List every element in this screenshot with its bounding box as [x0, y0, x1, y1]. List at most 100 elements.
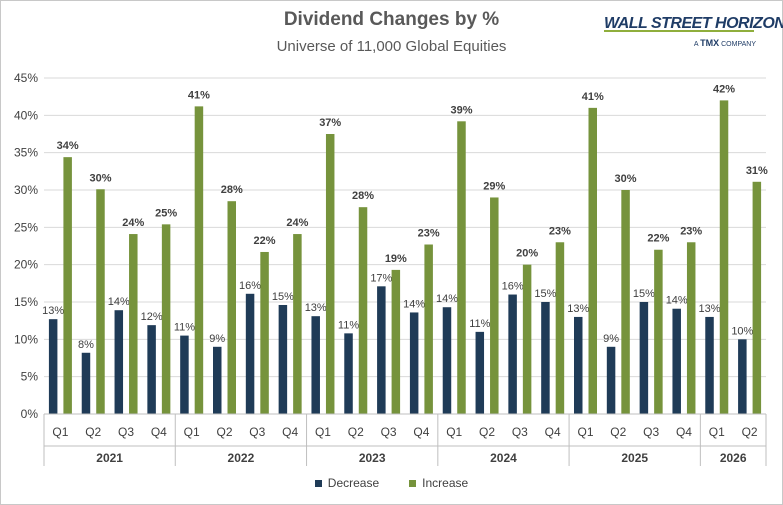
bar-increase: [129, 234, 138, 414]
data-label-decrease: 9%: [603, 333, 619, 345]
data-label-increase: 20%: [516, 248, 538, 260]
bar-increase: [490, 197, 499, 414]
data-label-increase: 39%: [450, 104, 472, 116]
bar-chart: 0% 5% 10% 15% 20% 25% 30% 35% 40% 45% 13% 34% Q1 8% 30…: [14, 71, 768, 466]
bar-increase: [96, 189, 105, 414]
x-tick-label: Q1: [446, 425, 462, 439]
bar-decrease: [508, 294, 517, 414]
data-label-decrease: 8%: [78, 339, 94, 351]
bar-decrease: [114, 310, 124, 414]
data-label-decrease: 17%: [370, 272, 392, 284]
bar-decrease: [344, 333, 353, 414]
bar-decrease: [147, 325, 156, 414]
logo-tagline-brand: TMX: [700, 38, 720, 48]
data-label-decrease: 13%: [699, 303, 721, 315]
x-tick-label: Q2: [85, 425, 101, 439]
data-label-increase: 23%: [418, 228, 440, 240]
bar-increase: [260, 251, 269, 414]
data-label-increase: 19%: [385, 253, 407, 265]
group-label: 2022: [228, 451, 255, 465]
bar-increase: [227, 201, 236, 414]
data-label-decrease: 16%: [239, 280, 261, 292]
group-label: 2026: [720, 451, 747, 465]
bar-increase: [358, 207, 368, 414]
data-label-increase: 25%: [155, 207, 177, 219]
bar-decrease: [738, 339, 747, 414]
data-label-decrease: 13%: [305, 302, 327, 314]
bar-decrease: [639, 302, 649, 414]
legend-item-decrease: Decrease: [314, 476, 379, 490]
data-label-decrease: 14%: [108, 296, 130, 308]
bar-increase: [194, 106, 204, 414]
data-label-increase: 22%: [254, 235, 276, 247]
x-tick-label: Q1: [709, 425, 725, 439]
data-label-increase: 37%: [319, 117, 341, 129]
data-label-increase: 30%: [615, 173, 637, 185]
bar-decrease: [48, 319, 58, 414]
data-label-increase: 29%: [483, 180, 505, 192]
logo-tagline-suffix: COMPANY: [721, 41, 756, 48]
bar-decrease: [705, 316, 714, 414]
data-label-decrease: 14%: [666, 295, 688, 307]
y-tick-label: 10%: [14, 332, 38, 346]
data-label-decrease: 15%: [534, 288, 556, 300]
x-tick-label: Q3: [118, 425, 134, 439]
data-label-increase: 24%: [122, 217, 144, 229]
bar-increase: [293, 234, 302, 414]
x-tick-label: Q4: [151, 425, 167, 439]
y-tick-label: 30%: [14, 183, 38, 197]
x-tick-label: Q1: [577, 425, 593, 439]
logo-tagline: A TMX COMPANY: [694, 38, 756, 48]
x-tick-label: Q4: [282, 425, 298, 439]
logo-tagline-prefix: A: [693, 41, 699, 48]
bar-increase: [325, 134, 335, 414]
bar-increase: [752, 181, 762, 414]
bar-decrease: [606, 346, 616, 414]
data-label-decrease: 16%: [502, 281, 524, 293]
group-label: 2023: [359, 451, 386, 465]
x-tick-label: Q4: [413, 425, 429, 439]
x-tick-label: Q3: [381, 425, 397, 439]
x-tick-label: Q3: [512, 425, 528, 439]
bar-increase: [621, 190, 630, 414]
chart-legend: Decrease Increase: [0, 476, 783, 490]
data-label-decrease: 11%: [174, 322, 195, 334]
bar-decrease: [672, 308, 681, 414]
data-label-decrease: 13%: [567, 303, 589, 315]
bar-increase: [391, 269, 401, 414]
data-label-increase: 28%: [221, 184, 243, 196]
data-label-increase: 34%: [57, 140, 79, 152]
bar-increase: [63, 157, 72, 414]
x-tick-label: Q4: [545, 425, 561, 439]
bar-decrease: [311, 316, 320, 414]
data-label-increase: 23%: [549, 225, 571, 237]
y-tick-label: 20%: [14, 258, 38, 272]
bar-decrease: [81, 352, 91, 414]
data-label-decrease: 11%: [338, 319, 359, 331]
x-tick-label: Q3: [249, 425, 265, 439]
y-tick-label: 5%: [21, 370, 39, 384]
data-label-increase: 30%: [89, 172, 111, 184]
y-tick-label: 35%: [14, 146, 38, 160]
bar-increase: [522, 264, 532, 414]
data-label-increase: 23%: [680, 225, 702, 237]
group-label: 2021: [96, 451, 123, 465]
bar-increase: [161, 224, 171, 414]
data-label-increase: 41%: [188, 89, 210, 101]
data-label-decrease: 12%: [141, 311, 163, 323]
bar-increase: [588, 107, 597, 414]
bar-increase: [686, 242, 696, 414]
x-tick-label: Q2: [742, 425, 758, 439]
legend-label-increase: Increase: [422, 476, 469, 490]
x-tick-label: Q1: [315, 425, 331, 439]
legend-swatch-increase: [409, 479, 417, 487]
legend-swatch-decrease: [314, 479, 322, 487]
bar-decrease: [442, 307, 452, 414]
group-label: 2024: [490, 451, 517, 465]
bar-decrease: [409, 312, 419, 414]
y-tick-label: 40%: [14, 108, 38, 122]
data-label-decrease: 15%: [633, 288, 655, 300]
x-tick-label: Q2: [216, 425, 232, 439]
data-label-increase: 42%: [713, 83, 735, 95]
bar-decrease: [475, 331, 485, 414]
